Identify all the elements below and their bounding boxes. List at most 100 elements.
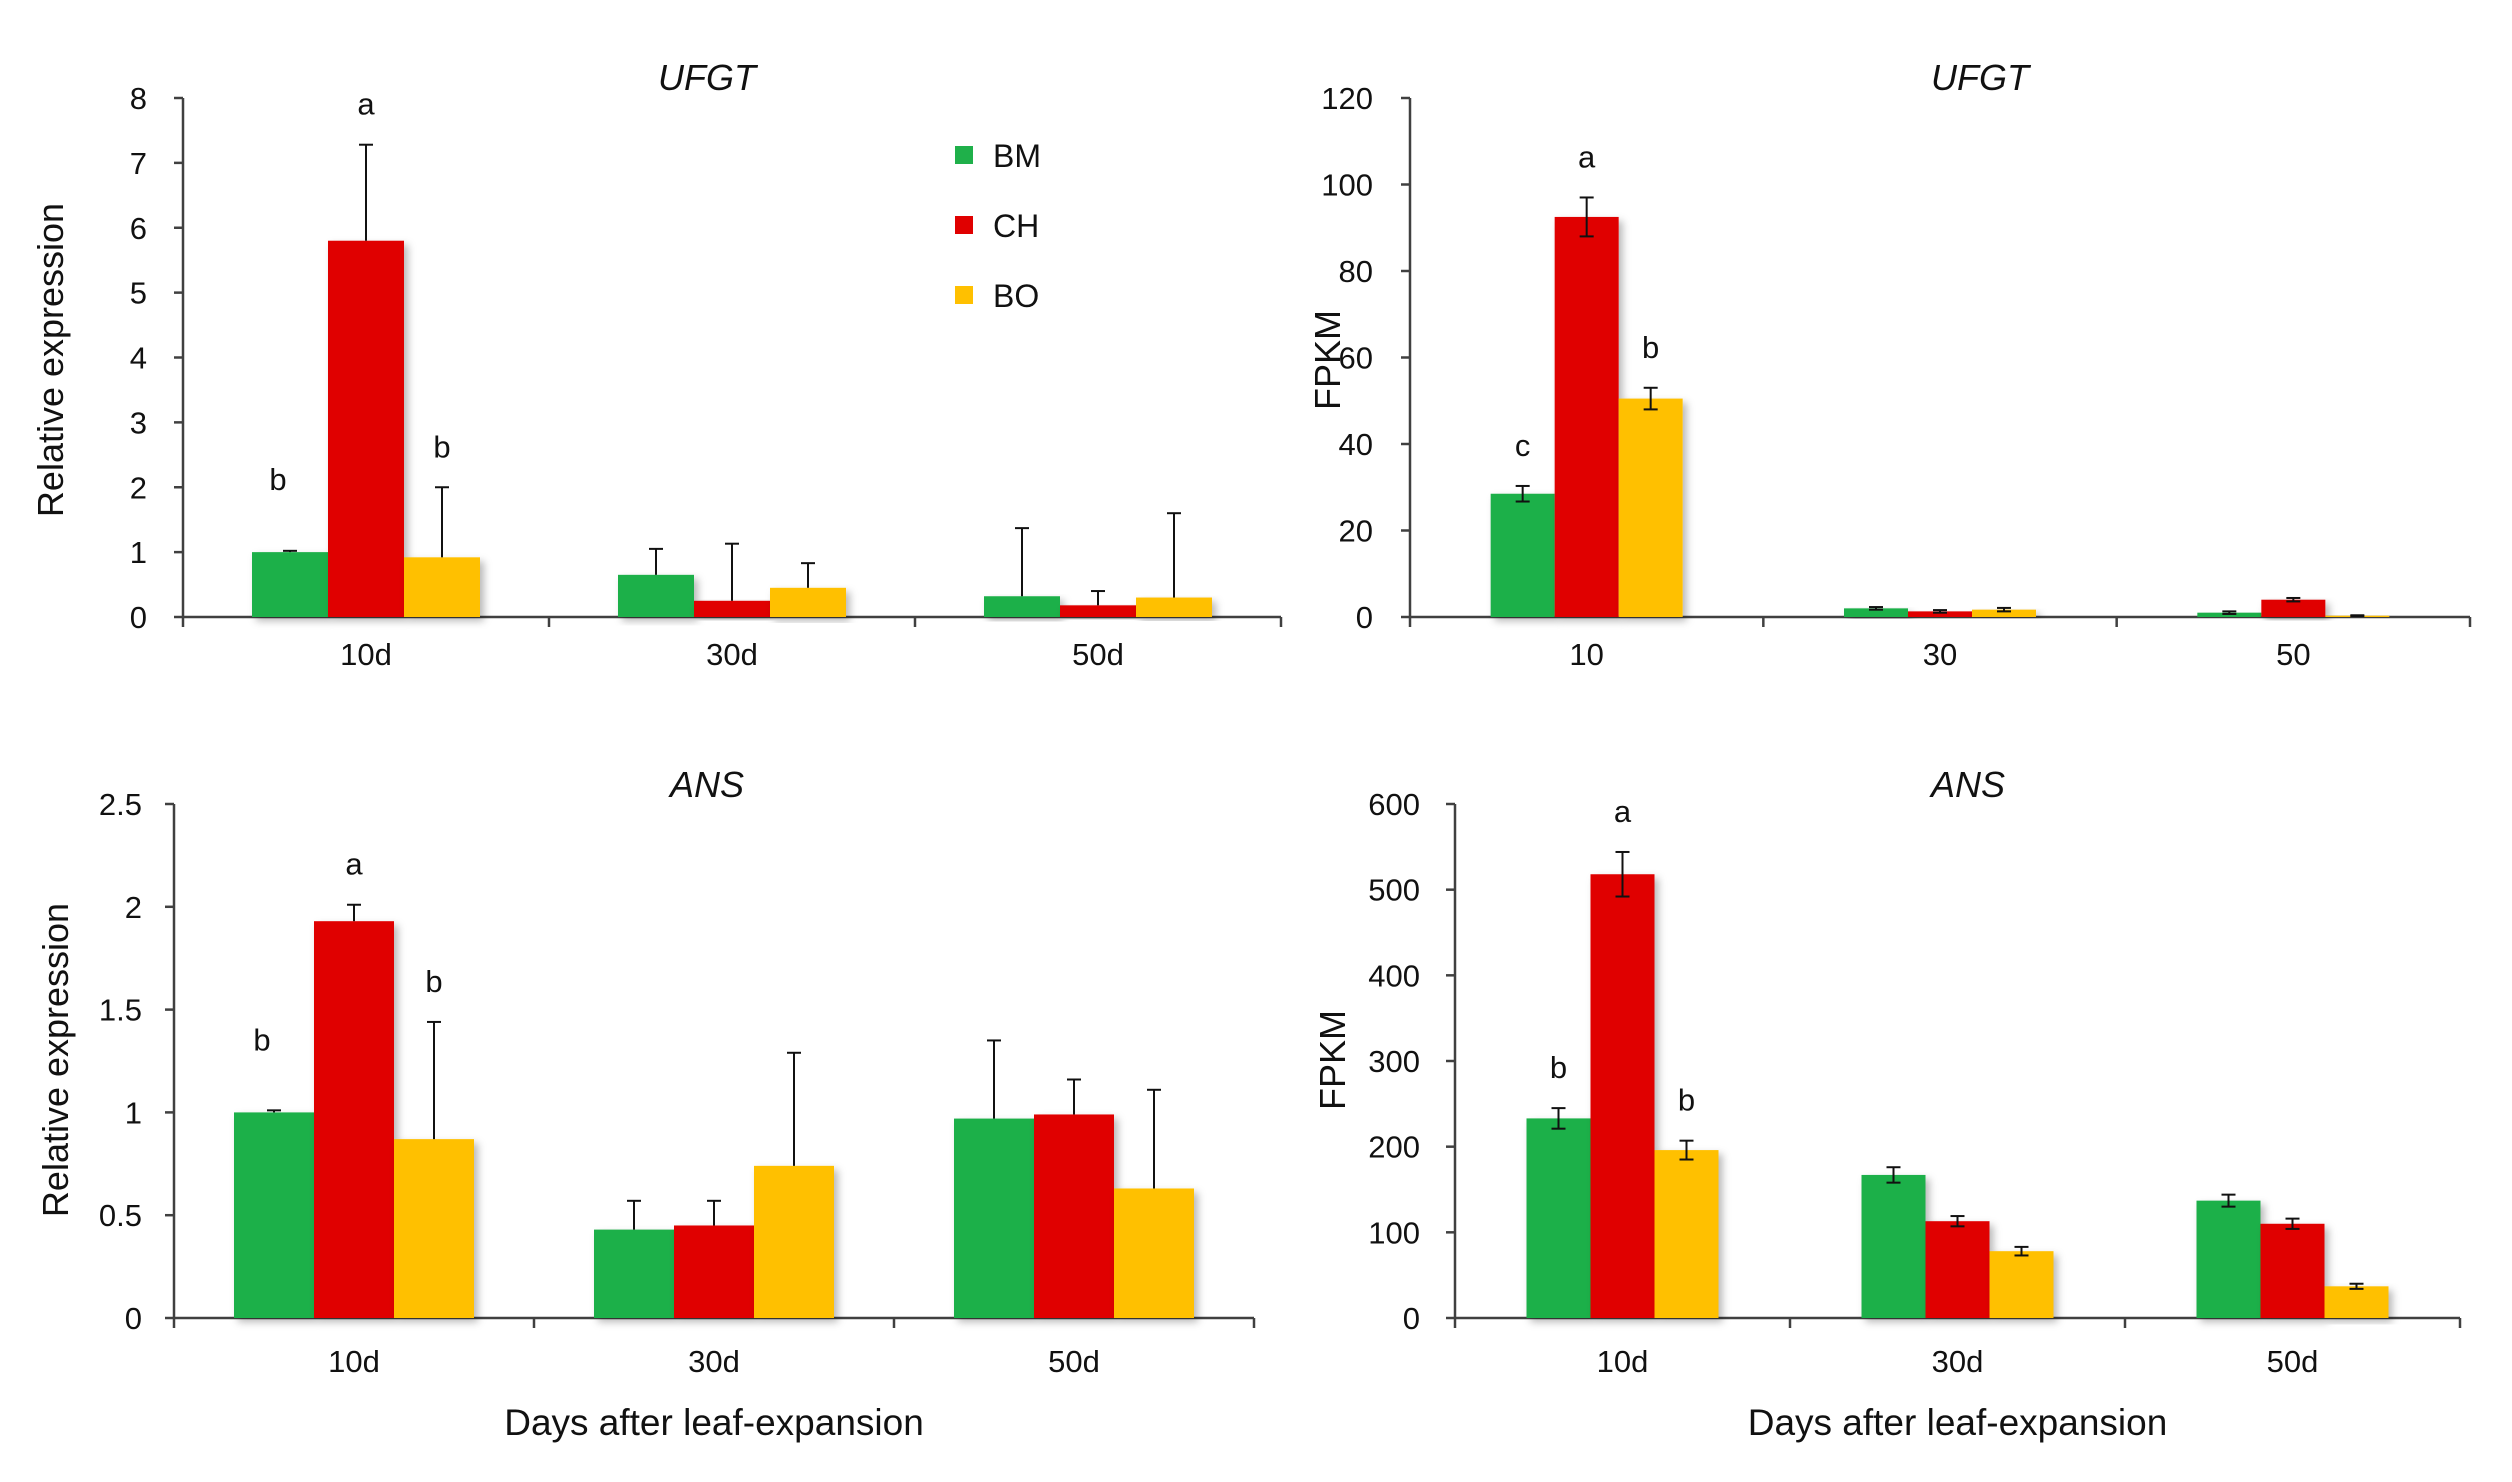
- bar-bm-10d: [252, 552, 328, 617]
- legend-swatch-bm: [955, 146, 973, 164]
- y-tick-label: 1: [125, 1095, 142, 1130]
- significance-letter: a: [1614, 794, 1632, 829]
- y-tick-label: 2: [130, 470, 147, 505]
- legend: BM CH BO: [955, 138, 1041, 314]
- y-tick-label: 100: [1368, 1215, 1420, 1250]
- y-tick-label: 0: [125, 1301, 142, 1336]
- bar-ch-30: [1908, 611, 1972, 617]
- bar-ch-30d: [694, 600, 770, 617]
- bar-ch-50d: [1060, 605, 1136, 617]
- y-tick-label: 5: [130, 276, 147, 311]
- bar-bo-30d: [1989, 1251, 2054, 1318]
- x-category-label: 30: [1923, 637, 1957, 672]
- bar-bo-30: [1972, 609, 2036, 617]
- bar-bo-50d: [2324, 1286, 2389, 1318]
- bar-bo-10: [1618, 398, 1683, 617]
- bar-bo-10d: [404, 557, 480, 617]
- x-category-label: 10: [1569, 637, 1603, 672]
- bar-bo-10d: [394, 1139, 474, 1318]
- legend-label-bo: BO: [993, 278, 1039, 314]
- legend-swatch-bo: [955, 286, 973, 304]
- chart-ans-relative-expression: ANS Relative expression 0 0.5 1 1.5 2 2.5 10d b a b…: [35, 764, 1256, 1443]
- x-category-label: 30d: [1932, 1344, 1984, 1379]
- x-axis-title: Days after leaf-expansion: [1748, 1402, 2168, 1443]
- x-category-label: 10d: [328, 1344, 380, 1379]
- x-category-label: 30d: [688, 1344, 740, 1379]
- y-tick-label: 0: [130, 600, 147, 635]
- y-tick-label: 20: [1339, 514, 1373, 549]
- y-tick-label: 400: [1368, 958, 1420, 993]
- y-axis-label: FPKM: [1312, 1010, 1353, 1110]
- x-category-label: 30d: [706, 637, 758, 672]
- y-tick-label: 600: [1368, 787, 1420, 822]
- y-tick-label: 0: [1403, 1301, 1420, 1336]
- legend-label-bm: BM: [993, 138, 1041, 174]
- y-tick-label: 3: [130, 405, 147, 440]
- y-tick-label: 80: [1339, 254, 1373, 289]
- y-axis-label: Relative expression: [35, 903, 76, 1217]
- x-category-label: 50: [2276, 637, 2310, 672]
- bar-ch-30d: [674, 1225, 754, 1318]
- y-tick-label: 40: [1339, 427, 1373, 462]
- chart-title: ANS: [668, 764, 744, 805]
- chart-ufgt-relative-expression: UFGT Relative expression 0 1 2 3 4 5 6 7 8 10d b a b 30…: [30, 57, 1283, 672]
- bar-bo-30d: [754, 1165, 834, 1318]
- bar-bm-10d: [1526, 1118, 1591, 1318]
- bar-ch-10d: [1590, 874, 1655, 1318]
- y-tick-label: 120: [1321, 81, 1373, 116]
- bar-bm-50d: [984, 596, 1060, 617]
- chart-title: ANS: [1929, 764, 2005, 805]
- bar-bm-50d: [954, 1118, 1034, 1318]
- significance-letter: b: [1678, 1083, 1695, 1118]
- chart-title: UFGT: [658, 57, 759, 98]
- bar-ch-50d: [2260, 1223, 2325, 1318]
- y-axis-label: FPKM: [1307, 310, 1348, 410]
- bar-bo-10d: [1654, 1150, 1719, 1318]
- bar-ch-10d: [314, 921, 394, 1318]
- x-category-label: 10d: [340, 637, 392, 672]
- bar-bo-30d: [770, 587, 846, 617]
- significance-letter: c: [1515, 428, 1531, 463]
- bar-bm-10: [1490, 493, 1555, 617]
- y-tick-label: 100: [1321, 168, 1373, 203]
- bar-bm-30: [1844, 608, 1908, 617]
- significance-letter: b: [269, 462, 286, 497]
- y-tick-label: 0: [1356, 600, 1373, 635]
- significance-letter: b: [253, 1022, 270, 1057]
- bar-ch-30d: [1925, 1221, 1990, 1318]
- y-tick-label: 1: [130, 535, 147, 570]
- bar-bm-30d: [618, 574, 694, 617]
- chart-ans-fpkm: ANS FPKM 0 100 200 300 400 500 600 10d b a b 30d 50d Da…: [1312, 764, 2462, 1443]
- y-tick-label: 300: [1368, 1044, 1420, 1079]
- y-tick-label: 6: [130, 211, 147, 246]
- y-tick-label: 2: [125, 890, 142, 925]
- significance-letter: a: [1578, 139, 1596, 174]
- x-category-label: 50d: [1048, 1344, 1100, 1379]
- y-tick-label: 0.5: [99, 1198, 142, 1233]
- x-category-label: 50d: [2267, 1344, 2319, 1379]
- significance-letter: a: [357, 87, 375, 122]
- bar-ch-10: [1554, 216, 1619, 617]
- x-axis-title: Days after leaf-expansion: [504, 1402, 924, 1443]
- significance-letter: b: [1550, 1050, 1567, 1085]
- legend-label-ch: CH: [993, 208, 1039, 244]
- significance-letter: b: [433, 429, 450, 464]
- y-tick-label: 8: [130, 81, 147, 116]
- significance-letter: b: [1642, 330, 1659, 365]
- x-category-label: 50d: [1072, 637, 1124, 672]
- y-tick-label: 1.5: [99, 993, 142, 1028]
- bar-ch-10d: [328, 240, 404, 617]
- chart-ufgt-fpkm: UFGT FPKM 0 20 40 60 80 100 120 10 c a b 30 50: [1307, 57, 2472, 672]
- bar-bo-50d: [1136, 597, 1212, 617]
- y-tick-label: 60: [1339, 341, 1373, 376]
- y-axis-label: Relative expression: [30, 203, 71, 517]
- bar-bo-50d: [1114, 1188, 1194, 1318]
- y-tick-label: 500: [1368, 873, 1420, 908]
- significance-letter: a: [345, 847, 363, 882]
- bar-bm-50d: [2196, 1200, 2261, 1318]
- y-tick-label: 7: [130, 146, 147, 181]
- y-tick-label: 2.5: [99, 787, 142, 822]
- bar-bm-10d: [234, 1112, 314, 1318]
- x-category-label: 10d: [1597, 1344, 1649, 1379]
